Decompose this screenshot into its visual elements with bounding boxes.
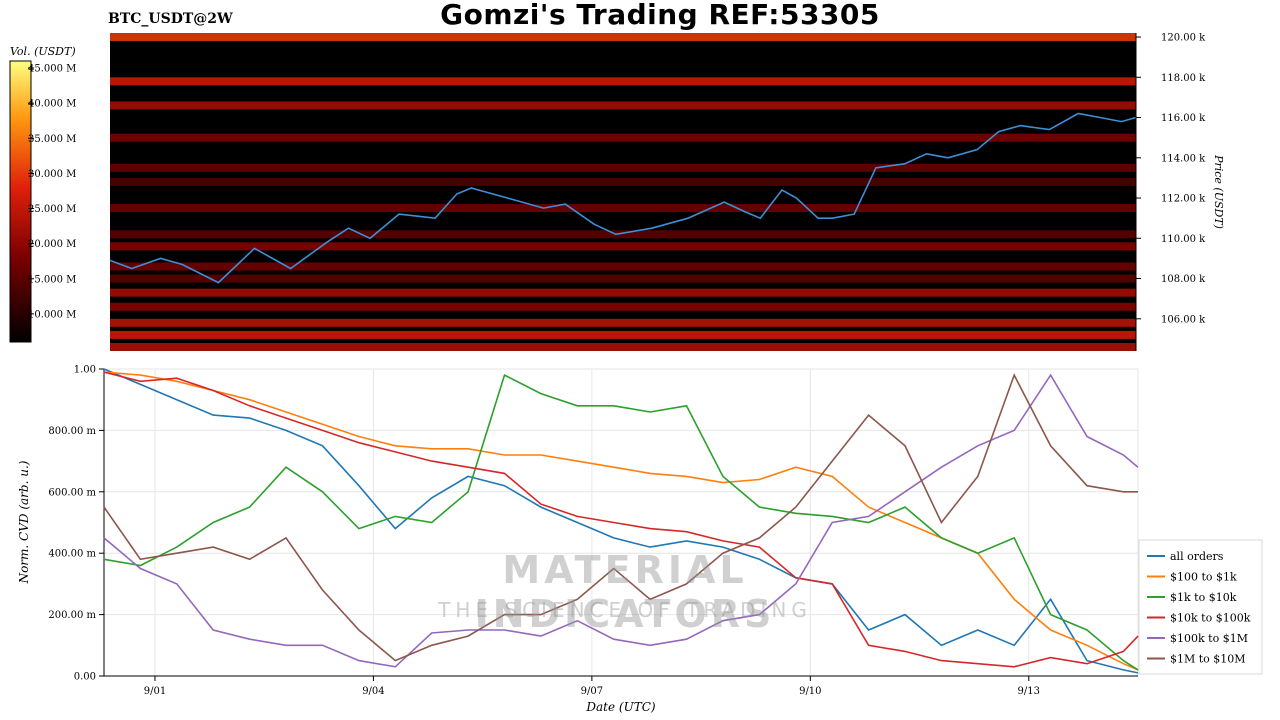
heatmap-background bbox=[110, 33, 1136, 351]
colorbar-tick-label: 15.000 M bbox=[28, 274, 76, 285]
cvd-y-tick-label: 0.00 bbox=[74, 672, 96, 683]
liquidity-band bbox=[110, 177, 1136, 186]
watermark-sub: THE SCIENCE OF TRADING bbox=[438, 598, 812, 622]
legend-label: all orders bbox=[1170, 550, 1224, 563]
price-axis-label: Price (USDT) bbox=[1212, 154, 1225, 229]
price-tick-label: 110.00 k bbox=[1161, 234, 1206, 245]
liquidity-band bbox=[110, 101, 1136, 110]
colorbar-gradient bbox=[9, 60, 32, 343]
colorbar: Vol. (USDT) 10.000 M 15.000 M 20.000 M 25.00… bbox=[9, 45, 76, 343]
cvd-y-axis-label: Norm. CVD (arb. u.) bbox=[17, 460, 31, 584]
page-title: Gomzi's Trading REF:53305 bbox=[440, 0, 880, 31]
colorbar-label: Vol. (USDT) bbox=[10, 45, 76, 58]
liquidity-band bbox=[110, 242, 1136, 251]
legend-label: $100k to $1M bbox=[1170, 632, 1248, 645]
price-tick-label: 114.00 k bbox=[1161, 153, 1206, 164]
series-line bbox=[103, 373, 1138, 662]
cvd-panel: 0.00 200.00 m 400.00 m 600.00 m 800.00 m 1.00… bbox=[17, 365, 1139, 714]
colorbar-tick-label: 40.000 M bbox=[28, 99, 76, 110]
cvd-y-tick-label: 400.00 m bbox=[48, 549, 96, 560]
liquidity-band bbox=[110, 318, 1136, 327]
cvd-x-tick-label: 9/10 bbox=[799, 686, 821, 697]
legend-box bbox=[1138, 539, 1263, 675]
price-tick-label: 120.00 k bbox=[1161, 33, 1206, 44]
cvd-x-tick-label: 9/01 bbox=[144, 686, 166, 697]
liquidity-band bbox=[110, 204, 1136, 213]
price-line bbox=[109, 112, 1137, 284]
price-tick-label: 108.00 k bbox=[1161, 274, 1206, 285]
legend-label: $100 to $1k bbox=[1170, 571, 1237, 584]
liquidity-band bbox=[110, 274, 1136, 283]
colorbar-tick-label: 45.000 M bbox=[28, 64, 76, 75]
liquidity-band bbox=[110, 262, 1136, 271]
price-tick-label: 112.00 k bbox=[1161, 194, 1206, 205]
legend: all orders $100 to $1k $1k to $10k $10k to … bbox=[1138, 539, 1263, 675]
liquidity-band bbox=[110, 133, 1136, 142]
liquidity-band bbox=[110, 33, 1136, 42]
liquidity-band bbox=[110, 163, 1136, 172]
cvd-x-tick-label: 9/13 bbox=[1018, 686, 1040, 697]
price-tick-label: 118.00 k bbox=[1161, 73, 1206, 84]
cvd-y-tick-label: 1.00 bbox=[74, 365, 96, 376]
series-line bbox=[103, 368, 1139, 674]
legend-label: $1k to $10k bbox=[1170, 591, 1237, 604]
cvd-x-tick-label: 9/04 bbox=[362, 686, 384, 697]
cvd-y-tick-label: 800.00 m bbox=[48, 426, 96, 437]
series-line bbox=[103, 371, 1139, 671]
cvd-y-tick-label: 600.00 m bbox=[48, 487, 96, 498]
colorbar-tick-label: 30.000 M bbox=[28, 169, 76, 180]
legend-label: $10k to $100k bbox=[1170, 612, 1251, 625]
series-line bbox=[103, 371, 1139, 668]
liquidity-band bbox=[110, 77, 1136, 86]
series-line bbox=[103, 373, 1139, 671]
colorbar-tick-label: 25.000 M bbox=[28, 204, 76, 215]
symbol-label: BTC_USDT@2W bbox=[108, 11, 233, 27]
legend-label: $1M to $10M bbox=[1170, 653, 1246, 666]
series-line bbox=[103, 373, 1139, 668]
liquidity-band bbox=[110, 288, 1136, 297]
colorbar-tick-label: 10.000 M bbox=[28, 309, 76, 320]
liquidity-band bbox=[110, 302, 1136, 311]
price-tick-label: 106.00 k bbox=[1161, 314, 1206, 325]
price-tick-label: 116.00 k bbox=[1161, 113, 1206, 124]
cvd-y-tick-label: 200.00 m bbox=[48, 610, 96, 621]
liquidity-band bbox=[110, 342, 1136, 351]
liquidity-band bbox=[110, 230, 1136, 239]
watermark-main: MATERIAL INDICATORS bbox=[474, 548, 776, 636]
heatmap-panel: 106.00 k 108.00 k 110.00 k 112.00 k 114.00 k… bbox=[109, 33, 1225, 351]
colorbar-tick-label: 35.000 M bbox=[28, 134, 76, 145]
colorbar-tick-label: 20.000 M bbox=[28, 239, 76, 250]
cvd-x-tick-label: 9/07 bbox=[581, 686, 603, 697]
cvd-x-axis-label: Date (UTC) bbox=[585, 700, 655, 714]
liquidity-band bbox=[110, 330, 1136, 339]
